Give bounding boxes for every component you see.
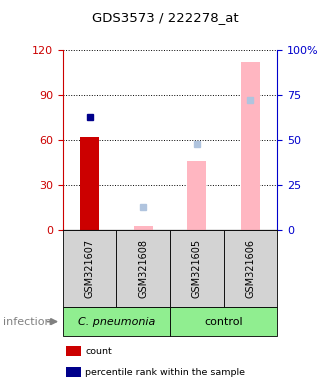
Text: GSM321608: GSM321608 [138, 239, 148, 298]
Bar [134, 226, 152, 230]
Text: count: count [85, 347, 112, 356]
Text: GSM321606: GSM321606 [246, 239, 255, 298]
Bar [187, 161, 206, 230]
Bar [241, 62, 260, 230]
Bar [80, 137, 99, 230]
Text: C. pneumonia: C. pneumonia [78, 316, 155, 327]
Text: control: control [204, 316, 243, 327]
Text: infection: infection [3, 316, 52, 327]
Text: GSM321607: GSM321607 [84, 239, 94, 298]
Text: percentile rank within the sample: percentile rank within the sample [85, 368, 245, 377]
Text: GSM321605: GSM321605 [192, 239, 202, 298]
Text: GDS3573 / 222278_at: GDS3573 / 222278_at [92, 11, 238, 24]
